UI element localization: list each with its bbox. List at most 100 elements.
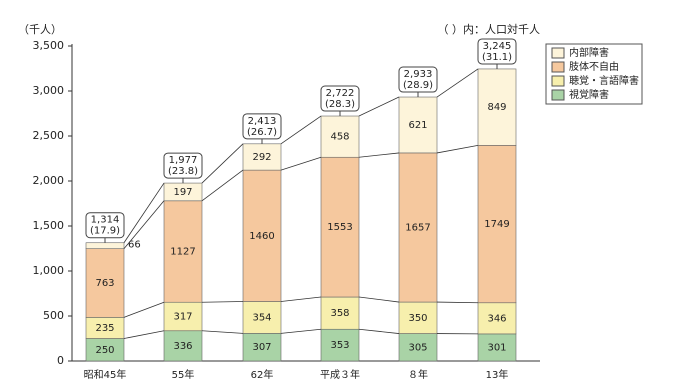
connector: [358, 296, 400, 303]
data-label: 350: [408, 313, 427, 324]
bar-segment: [477, 68, 517, 146]
connector: [280, 328, 322, 334]
bar-segment: [242, 301, 282, 334]
legend-swatch: [551, 47, 565, 59]
y-tick-label: 500: [43, 309, 64, 322]
data-label: 66: [128, 240, 141, 251]
x-tick-label: 13年: [486, 368, 509, 381]
connector: [123, 330, 165, 339]
connector: [123, 200, 165, 249]
legend-label: 内部障害: [569, 46, 609, 59]
data-label: 1749: [484, 219, 509, 230]
legend-swatch: [551, 75, 565, 87]
bar-segment: [320, 115, 360, 158]
connector: [280, 115, 322, 145]
connector: [123, 182, 165, 243]
connector: [280, 296, 322, 302]
x-tick-label: 55年: [172, 368, 195, 381]
rate-label: (28.3): [325, 99, 355, 110]
rate-label: (17.9): [90, 226, 120, 237]
data-label: 1127: [170, 247, 195, 258]
data-label: 458: [330, 132, 349, 143]
data-label: 1460: [249, 231, 274, 242]
connector: [201, 143, 244, 184]
data-label: 250: [95, 345, 114, 356]
connector: [123, 301, 165, 318]
data-label: 358: [330, 308, 349, 319]
data-label: 292: [252, 152, 271, 163]
rate-label: (26.7): [247, 127, 277, 138]
bar-segment: [477, 333, 517, 362]
connector: [436, 144, 479, 154]
bar-segment: [242, 333, 282, 362]
data-label: 317: [173, 311, 192, 322]
total-label: 2,413: [248, 116, 277, 127]
data-label: 305: [408, 342, 427, 353]
bar-segment: [85, 248, 125, 318]
x-tick-label: 昭和45年: [84, 368, 127, 381]
data-label: 353: [330, 340, 349, 351]
bar-segment: [320, 328, 360, 362]
x-tick-label: 62年: [251, 368, 274, 381]
rate-label: (23.8): [168, 166, 198, 177]
data-label: 346: [487, 313, 506, 324]
rate-label: (31.1): [482, 52, 512, 63]
y-tick-label: 3,000: [33, 84, 65, 97]
x-tick-label: 平成３年: [320, 368, 360, 381]
bar-segment: [320, 296, 360, 330]
total-label: 1,314: [91, 215, 120, 226]
y-axis-label: （千人）: [18, 23, 62, 36]
bar-segment: [163, 200, 203, 303]
total-label: 2,722: [326, 88, 355, 99]
bar-segment: [242, 169, 282, 302]
y-tick-label: 1,500: [33, 219, 65, 232]
bar-segment: [242, 143, 282, 171]
connector: [436, 301, 479, 304]
data-label: 1553: [327, 222, 352, 233]
connector: [358, 96, 400, 117]
bar-segment: [85, 242, 125, 249]
connector: [358, 328, 400, 334]
connector: [358, 152, 400, 158]
connector: [201, 301, 244, 303]
bar-segment: [398, 301, 438, 334]
connector: [201, 330, 244, 334]
x-tick-label: ８年: [408, 368, 428, 381]
data-label: 621: [408, 120, 427, 131]
legend-label: 肢体不自由: [569, 60, 619, 73]
y-tick-label: 2,500: [33, 129, 65, 142]
total-label: 3,245: [483, 41, 512, 52]
data-label: 197: [173, 187, 192, 198]
legend-label: 聴覚・言語障害: [569, 74, 639, 87]
y-tick-label: 1,000: [33, 264, 65, 277]
legend-swatch: [551, 61, 565, 73]
bar-segment: [398, 96, 438, 154]
bar-segment: [477, 302, 517, 335]
bar-segment: [163, 301, 203, 332]
connector: [436, 68, 479, 98]
legend-swatch: [551, 89, 565, 101]
bar-segment: [163, 330, 203, 362]
bar-segment: [320, 156, 360, 298]
data-label: 354: [252, 312, 271, 323]
connector: [280, 156, 322, 171]
data-label: 763: [95, 278, 114, 289]
data-label: 336: [173, 341, 192, 352]
bar-segment: [477, 145, 517, 304]
bar-segment: [398, 152, 438, 303]
bar-segment: [398, 333, 438, 362]
legend-label: 視覚障害: [569, 88, 609, 101]
connector: [201, 169, 244, 202]
data-label: 1657: [405, 222, 430, 233]
data-label: 307: [252, 342, 271, 353]
y-tick-label: 2,000: [33, 174, 65, 187]
data-label: 235: [95, 323, 114, 334]
total-label: 2,933: [404, 69, 433, 80]
total-label: 1,977: [169, 155, 198, 166]
note: （ ）内：人口対千人: [438, 22, 541, 36]
rate-label: (28.9): [403, 80, 433, 91]
y-tick-label: 0: [57, 354, 64, 367]
data-label: 301: [487, 342, 506, 353]
y-tick-label: 3,500: [33, 39, 65, 52]
